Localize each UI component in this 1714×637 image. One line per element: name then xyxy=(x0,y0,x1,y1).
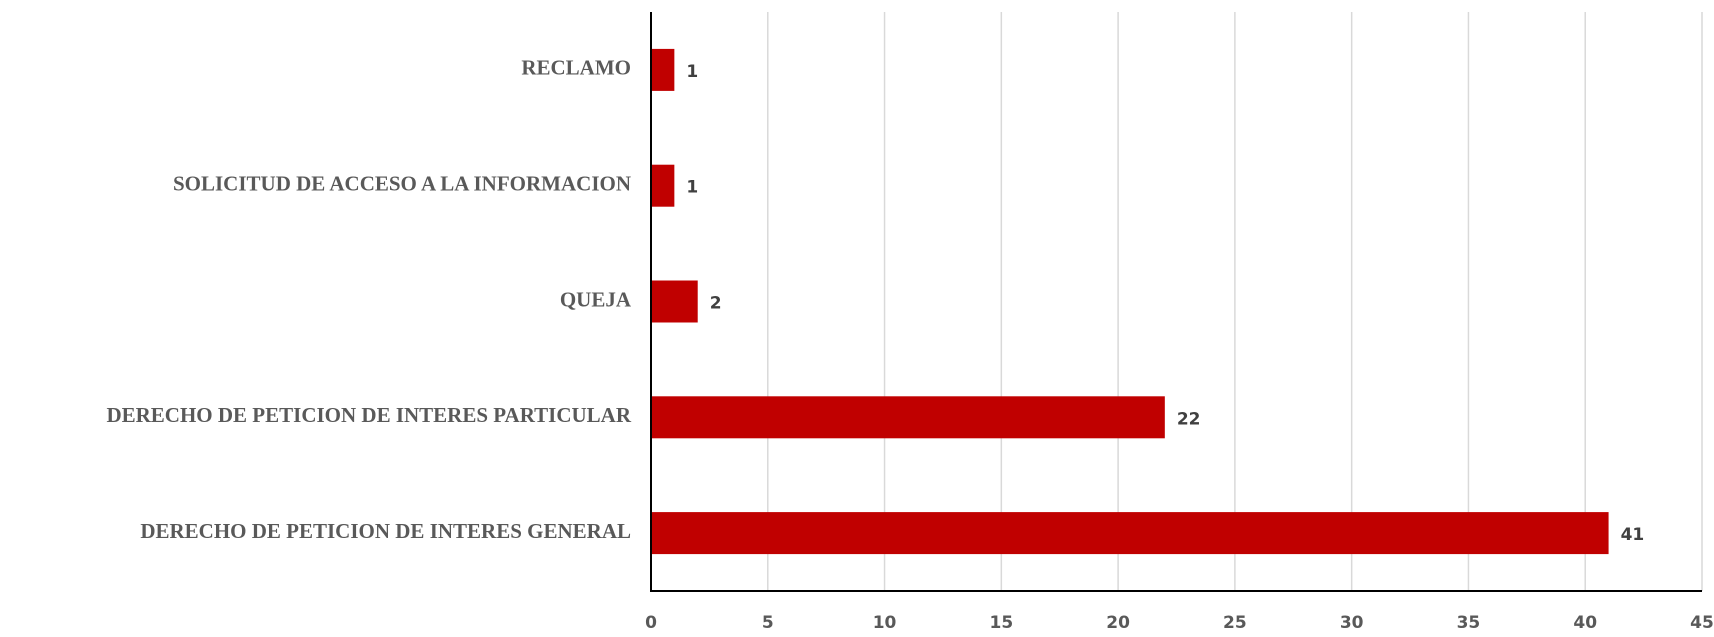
bar-3 xyxy=(651,396,1165,439)
x-tick-label: 30 xyxy=(1340,613,1364,633)
x-tick-label: 40 xyxy=(1573,613,1597,633)
x-tick-label: 0 xyxy=(645,613,657,633)
data-label: 22 xyxy=(1177,409,1201,429)
labels: 0 5 10 15 20 25 30 35 40 45 RECLAMO 1 SOLICITUD DE A… xyxy=(106,56,1713,633)
gridlines xyxy=(767,12,1703,591)
x-tick-label: 15 xyxy=(989,613,1013,633)
axes xyxy=(650,12,1702,592)
category-label: RECLAMO xyxy=(521,56,631,80)
x-tick-label: 35 xyxy=(1457,613,1481,633)
category-label: SOLICITUD DE ACCESO A LA INFORMACION xyxy=(173,172,631,196)
x-tick-label: 45 xyxy=(1690,613,1714,633)
data-label: 1 xyxy=(686,62,698,82)
x-tick-label: 10 xyxy=(873,613,897,633)
x-tick-label: 20 xyxy=(1106,613,1130,633)
bars xyxy=(651,48,1609,555)
x-tick-label: 5 xyxy=(762,613,774,633)
bar-0 xyxy=(651,48,675,91)
data-label: 2 xyxy=(710,294,722,314)
data-label: 41 xyxy=(1621,525,1645,545)
data-label: 1 xyxy=(686,178,698,198)
x-tick-label: 25 xyxy=(1223,613,1247,633)
bar-4 xyxy=(651,512,1609,555)
bar-2 xyxy=(651,280,698,323)
category-label: DERECHO DE PETICION DE INTERES GENERAL xyxy=(140,519,631,543)
category-label: QUEJA xyxy=(560,287,632,311)
bar-1 xyxy=(651,164,675,207)
category-label: DERECHO DE PETICION DE INTERES PARTICULA… xyxy=(106,403,631,427)
